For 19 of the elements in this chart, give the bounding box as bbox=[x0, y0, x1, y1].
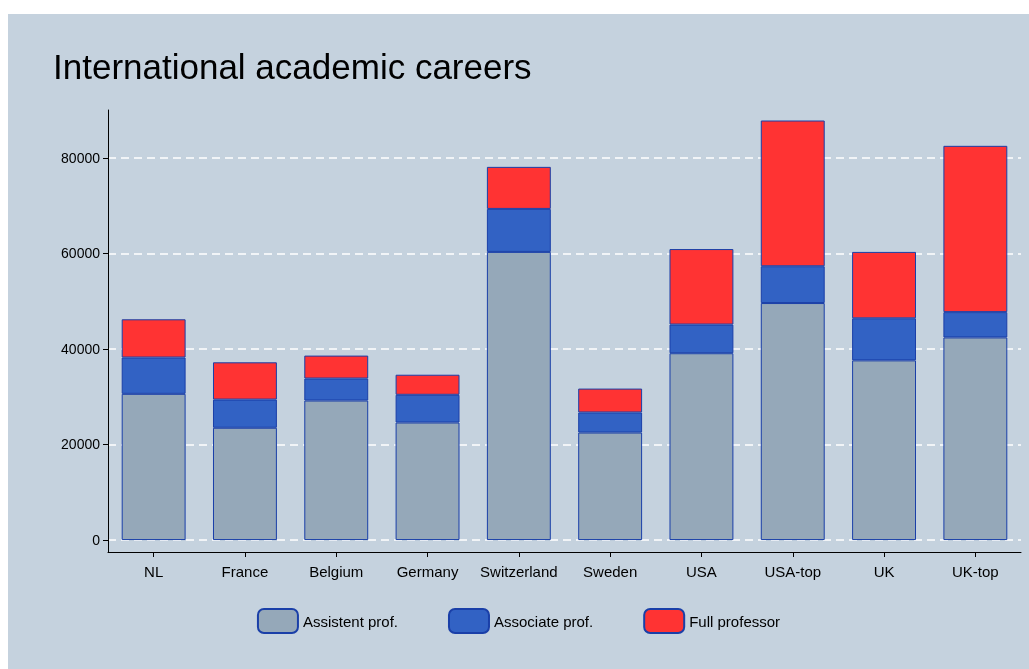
x-tick-label: USA bbox=[686, 563, 717, 580]
x-tick-label: Belgium bbox=[309, 563, 364, 580]
x-tick-label: Switzerland bbox=[480, 563, 558, 580]
y-tick-label: 0 bbox=[92, 532, 101, 549]
x-tick-label: NL bbox=[144, 563, 164, 580]
y-tick-label: 40000 bbox=[61, 340, 101, 357]
y-tick-label: 60000 bbox=[61, 245, 101, 262]
legend-label: Associate prof. bbox=[493, 612, 594, 630]
y-tick-label: 20000 bbox=[61, 436, 101, 453]
x-tick-label: UK-top bbox=[952, 563, 999, 580]
x-tick-label: Germany bbox=[396, 563, 459, 580]
legend-label: Assistent prof. bbox=[302, 612, 398, 630]
y-tick-label: 80000 bbox=[61, 149, 101, 166]
chart-title: International academic careers bbox=[53, 47, 532, 86]
x-tick-label: UK bbox=[873, 563, 895, 580]
x-tick-label: USA-top bbox=[764, 563, 822, 580]
x-tick-label: France bbox=[221, 563, 269, 580]
legend-label: Full professor bbox=[689, 612, 781, 630]
x-tick-label: Sweden bbox=[583, 563, 638, 580]
